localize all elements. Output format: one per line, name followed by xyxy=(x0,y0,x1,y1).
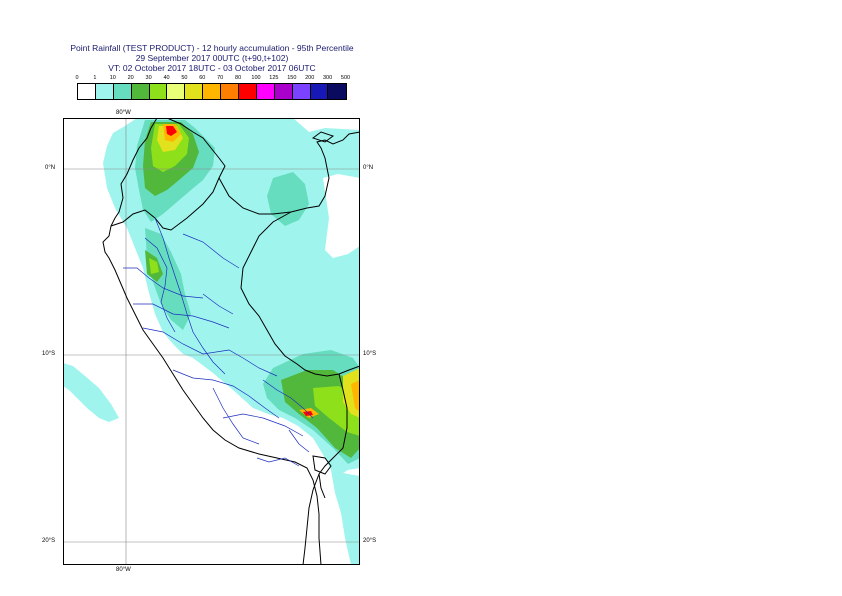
colorbar-tick-label: 50 xyxy=(181,75,188,81)
titicaca-lake xyxy=(312,455,332,475)
peru-east-border xyxy=(240,211,360,377)
colorbar-tick-label: 20 xyxy=(127,75,134,81)
colorbar-tick-label: 1 xyxy=(93,75,97,81)
rain-field-teal-center xyxy=(145,228,191,330)
peru-brazil-border xyxy=(218,131,360,215)
lat-label-left-20s: 20°S xyxy=(42,538,56,544)
colorbar-swatch xyxy=(310,84,329,99)
rain-field-none-east-2 xyxy=(323,174,360,258)
colorbar-tick-label: 70 xyxy=(217,75,224,81)
colorbar-tick-label: 0 xyxy=(75,75,79,81)
colorbar-swatch xyxy=(78,84,96,99)
colorbar-tick-label: 10 xyxy=(109,75,116,81)
title-line-1: Point Rainfall (TEST PRODUCT) - 12 hourl… xyxy=(70,43,354,53)
rainfall-map xyxy=(63,118,360,565)
rain-field-red-north xyxy=(166,126,177,136)
rain-field-orange-east xyxy=(351,380,360,412)
colorbar-swatch xyxy=(274,84,293,99)
lon-label-top: 80°W xyxy=(116,110,131,116)
colorbar-swatch xyxy=(185,84,204,99)
colorbar-tick-label: 300 xyxy=(323,75,333,81)
colorbar-swatch xyxy=(203,84,222,99)
colorbar-tick-label: 80 xyxy=(235,75,242,81)
rain-field-none-east xyxy=(263,118,360,132)
lon-label-bottom: 80°W xyxy=(116,567,131,573)
colorbar-swatch xyxy=(113,84,132,99)
lat-label-left-0: 0°N xyxy=(45,165,56,171)
bolivia-border xyxy=(318,373,348,499)
colorbar-swatch xyxy=(292,84,311,99)
colorbar-swatch xyxy=(221,84,240,99)
lat-label-left-10s: 10°S xyxy=(42,351,56,357)
lat-label-right-10s: 10°S xyxy=(363,351,377,357)
title-line-3: VT: 02 October 2017 18UTC - 03 October 2… xyxy=(108,63,316,73)
east-peninsula xyxy=(311,131,335,143)
rain-field-teal-east xyxy=(267,172,309,226)
colorbar-swatch xyxy=(239,84,257,99)
colorbar-tick-label: 100 xyxy=(251,75,261,81)
colorbar-tick-label: 150 xyxy=(287,75,297,81)
colorbar-tick-label: 200 xyxy=(305,75,315,81)
colorbar-tick-label: 500 xyxy=(340,75,351,81)
colorbar-swatch xyxy=(167,84,186,99)
colorbar-swatch xyxy=(149,84,168,99)
lat-label-right-0: 0°N xyxy=(363,165,374,171)
colorbar xyxy=(77,83,348,100)
regional-boundaries xyxy=(123,217,314,467)
colorbar-tick-label: 40 xyxy=(163,75,170,81)
map-frame xyxy=(63,118,360,565)
title-line-2: 29 September 2017 00UTC (t+90,t+102) xyxy=(135,53,289,63)
rain-field-light-south xyxy=(331,470,360,565)
colombia-border xyxy=(166,118,220,159)
coastline xyxy=(102,118,322,565)
colorbar-swatch xyxy=(256,84,275,99)
colorbar-swatch xyxy=(95,84,114,99)
rain-field-yellowgreen-center xyxy=(149,258,159,274)
lat-label-right-20s: 20°S xyxy=(363,538,377,544)
colorbar-swatch xyxy=(131,84,150,99)
rain-field-red-southeast xyxy=(303,411,313,416)
colorbar-tick-label: 30 xyxy=(145,75,152,81)
graticule xyxy=(63,118,360,565)
colorbar-swatch xyxy=(328,84,347,99)
colorbar-tick-label: 60 xyxy=(199,75,206,81)
rain-field-light-ocean xyxy=(63,363,119,422)
coastline-and-borders xyxy=(102,118,360,565)
chile-border xyxy=(302,473,320,565)
colorbar-tick-label: 125 xyxy=(269,75,279,81)
